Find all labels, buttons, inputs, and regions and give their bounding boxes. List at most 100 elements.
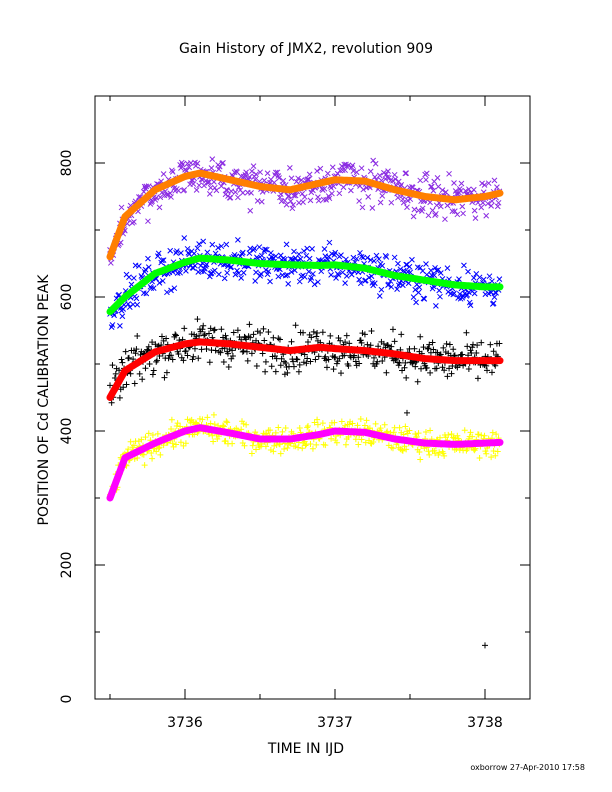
data-point [479, 180, 485, 187]
data-point [373, 252, 380, 259]
data-point [224, 350, 231, 357]
data-point [149, 339, 156, 346]
data-point [471, 290, 478, 297]
data-point [495, 199, 502, 206]
data-point [221, 275, 228, 282]
data-point [139, 376, 146, 383]
data-point [206, 359, 213, 366]
data-point [130, 442, 137, 449]
data-point [384, 428, 391, 435]
data-point [307, 358, 314, 365]
data-point [243, 169, 249, 176]
data-point [145, 183, 152, 189]
data-point [165, 355, 172, 362]
data-point [439, 364, 446, 371]
data-point [190, 181, 197, 187]
data-point [225, 364, 232, 371]
data-point [446, 170, 452, 177]
data-point [360, 186, 367, 193]
data-point [371, 174, 378, 180]
data-point [310, 270, 316, 277]
data-point [304, 355, 311, 362]
data-point [258, 271, 264, 277]
data-point [314, 421, 321, 428]
data-point [314, 168, 320, 174]
data-point [252, 176, 259, 183]
data-point [277, 194, 283, 201]
data-point [340, 184, 347, 191]
data-point [410, 294, 417, 300]
data-point [250, 163, 257, 170]
data-point [125, 354, 132, 361]
data-point [248, 450, 255, 457]
data-point [311, 281, 318, 288]
series-2-trend-line [106, 254, 504, 316]
data-point [127, 370, 134, 377]
data-point [361, 331, 368, 338]
data-point [211, 184, 218, 191]
data-point [422, 428, 429, 435]
data-point [216, 271, 222, 278]
data-point [256, 244, 263, 250]
data-point [336, 190, 343, 197]
data-point [396, 359, 403, 366]
data-point [350, 168, 357, 174]
data-point [399, 447, 406, 454]
data-point [253, 446, 260, 453]
data-point [426, 451, 433, 458]
data-point [190, 353, 197, 360]
footer-stamp: oxborrow 27-Apr-2010 17:58 [470, 763, 585, 772]
data-point [421, 296, 428, 302]
data-point [136, 370, 143, 377]
data-point [348, 187, 354, 194]
data-point [173, 332, 179, 339]
data-point [290, 202, 297, 208]
data-point [175, 351, 182, 358]
data-point [122, 348, 129, 355]
data-point [282, 272, 289, 279]
data-point [240, 269, 247, 276]
data-point [388, 199, 395, 206]
data-point [171, 285, 178, 292]
data-point [286, 192, 292, 199]
data-point [238, 275, 245, 281]
data-point [133, 346, 140, 353]
data-point [178, 250, 184, 256]
data-point [390, 429, 397, 436]
data-point [117, 323, 123, 329]
data-point [460, 210, 466, 217]
data-point [440, 450, 447, 457]
data-point [279, 428, 286, 435]
data-point [160, 257, 167, 263]
data-point [131, 380, 138, 387]
data-point [153, 448, 160, 455]
data-point [200, 238, 207, 245]
data-point [212, 347, 219, 354]
data-point [195, 355, 202, 362]
data-point [444, 265, 451, 271]
data-point [215, 244, 221, 251]
data-point [232, 271, 239, 278]
data-point [377, 425, 384, 432]
data-point [271, 179, 278, 186]
series-4-trend-line [106, 424, 504, 502]
data-point [494, 203, 501, 210]
data-point [389, 445, 396, 452]
data-point [259, 350, 266, 357]
data-point [301, 274, 308, 280]
data-point [474, 342, 481, 349]
data-point [310, 328, 317, 335]
data-point [357, 416, 364, 423]
data-point [444, 373, 451, 380]
data-point [463, 329, 470, 336]
data-point [336, 355, 343, 362]
data-point [155, 445, 162, 452]
data-point [164, 289, 170, 296]
data-point [228, 188, 235, 195]
data-point [243, 421, 250, 428]
data-point [436, 287, 443, 294]
data-point [168, 194, 174, 200]
data-point [239, 249, 246, 256]
data-point [224, 269, 231, 276]
data-point [370, 157, 377, 164]
